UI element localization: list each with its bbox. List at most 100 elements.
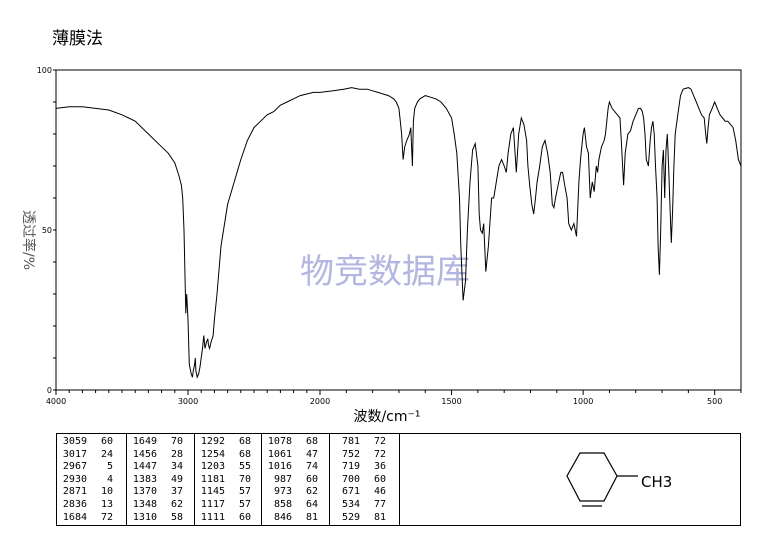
peak-row: 534 77 (330, 499, 399, 512)
tick-group: 4000 3000 2000 1500 1000 500 0 50 100 (37, 66, 742, 406)
peak-row: 973 62 (262, 486, 329, 499)
peak-row: 1254 68 (195, 449, 261, 462)
ir-spectrum-chart: 4000 3000 2000 1500 1000 500 0 50 100 物竞数据库 波数/c… (20, 66, 742, 425)
ring-bonds (566, 452, 618, 502)
peak-transmittance: 81 (373, 511, 386, 523)
peak-row: 1447 34 (127, 461, 194, 474)
peak-wavenumber: 1456 (132, 448, 157, 460)
x-tick-label: 3000 (178, 397, 198, 406)
peak-row: 1383 49 (127, 474, 194, 487)
peak-row: 987 60 (262, 474, 329, 487)
peak-transmittance: 77 (373, 498, 386, 510)
peak-row: 1370 37 (127, 486, 194, 499)
methylcyclohexene-structure: CH3 (566, 452, 672, 507)
peak-transmittance: 60 (238, 511, 251, 523)
peak-transmittance: 24 (100, 448, 113, 460)
peak-row: 1016 74 (262, 461, 329, 474)
peak-row: 1456 28 (127, 449, 194, 462)
peak-transmittance: 60 (373, 473, 386, 485)
peak-row: 1111 60 (195, 512, 261, 525)
peak-column: 3059 60 3017 24 2967 5 2930 4 2871 10 2836 13 1684 72 (57, 434, 127, 525)
peak-row: 1684 72 (57, 512, 126, 525)
peak-row: 2871 10 (57, 486, 126, 499)
peak-wavenumber: 3059 (62, 436, 87, 447)
peak-wavenumber: 2836 (62, 498, 87, 510)
peak-row: 671 46 (330, 486, 399, 499)
peak-row: 858 64 (262, 499, 329, 512)
peak-transmittance: 13 (100, 498, 113, 510)
peak-transmittance: 46 (373, 486, 386, 498)
peak-row: 3017 24 (57, 449, 126, 462)
peak-transmittance: 62 (170, 498, 183, 510)
peak-wavenumber: 529 (341, 511, 360, 523)
peak-transmittance: 36 (373, 461, 386, 473)
peak-column: 1292 68 1254 68 1203 55 1181 70 1145 57 1117 57 1111… (195, 434, 262, 525)
peak-wavenumber: 858 (273, 498, 292, 510)
y-axis-title: 透过率/% (20, 210, 37, 270)
peak-wavenumber: 2871 (62, 486, 87, 498)
peak-row: 752 72 (330, 449, 399, 462)
y-tick-label: 0 (47, 386, 52, 395)
peak-wavenumber: 534 (341, 498, 360, 510)
peak-row: 2967 5 (57, 461, 126, 474)
methyl-label: CH3 (641, 473, 672, 491)
measurement-method-label: 薄膜法 (52, 29, 103, 49)
peak-transmittance: 57 (238, 486, 251, 498)
peak-row: 1117 57 (195, 499, 261, 512)
peak-column: 781 72 752 72 719 36 700 60 671 46 534 77 529 81 (330, 434, 400, 525)
peak-transmittance: 68 (305, 436, 318, 447)
peak-wavenumber: 1684 (62, 511, 87, 523)
peak-row: 1292 68 (195, 436, 261, 449)
peak-wavenumber: 1447 (132, 461, 157, 473)
peak-wavenumber: 719 (341, 461, 360, 473)
peak-transmittance: 10 (100, 486, 113, 498)
peak-row: 3059 60 (57, 436, 126, 449)
peak-transmittance: 64 (305, 498, 318, 510)
peak-transmittance: 60 (305, 473, 318, 485)
peak-transmittance: 68 (238, 436, 251, 447)
x-axis-title: 波数/cm⁻¹ (353, 409, 420, 425)
peak-transmittance: 28 (170, 448, 183, 460)
peak-wavenumber: 1117 (200, 498, 225, 510)
peak-wavenumber: 846 (273, 511, 292, 523)
peak-row: 700 60 (330, 474, 399, 487)
x-tick-label: 1500 (441, 397, 461, 406)
peak-wavenumber: 2930 (62, 473, 87, 485)
x-tick-label: 2000 (310, 397, 330, 406)
peak-transmittance: 4 (106, 473, 113, 485)
peak-row: 1649 70 (127, 436, 194, 449)
peak-row: 1145 57 (195, 486, 261, 499)
peak-row: 781 72 (330, 436, 399, 449)
peak-transmittance: 55 (238, 461, 251, 473)
peak-transmittance: 57 (238, 498, 251, 510)
peak-wavenumber: 671 (341, 486, 360, 498)
peak-wavenumber: 1383 (132, 473, 157, 485)
peak-wavenumber: 1061 (267, 448, 292, 460)
peak-transmittance: 72 (100, 511, 113, 523)
peak-wavenumber: 1649 (132, 436, 157, 447)
peak-wavenumber: 1111 (200, 511, 225, 523)
peak-wavenumber: 1181 (200, 473, 225, 485)
peak-row: 1181 70 (195, 474, 261, 487)
peak-wavenumber: 1292 (200, 436, 225, 447)
peak-column: 1078 68 1061 47 1016 74 987 60 973 62 858 64 846 81 (262, 434, 330, 525)
peak-transmittance: 68 (238, 448, 251, 460)
peak-transmittance: 58 (170, 511, 183, 523)
x-tick-label: 1000 (573, 397, 593, 406)
peak-transmittance: 74 (305, 461, 318, 473)
peak-wavenumber: 1078 (267, 436, 292, 447)
peak-row: 2836 13 (57, 499, 126, 512)
peak-row: 1203 55 (195, 461, 261, 474)
peak-row: 1310 58 (127, 512, 194, 525)
peak-transmittance: 34 (170, 461, 183, 473)
peak-row: 1078 68 (262, 436, 329, 449)
peak-wavenumber: 1145 (200, 486, 225, 498)
peak-transmittance: 72 (373, 448, 386, 460)
peak-wavenumber: 1203 (200, 461, 225, 473)
peak-row: 2930 4 (57, 474, 126, 487)
peak-transmittance: 60 (100, 436, 113, 447)
peak-row: 529 81 (330, 512, 399, 525)
peak-wavenumber: 1016 (267, 461, 292, 473)
peak-wavenumber: 1370 (132, 486, 157, 498)
peak-transmittance: 49 (170, 473, 183, 485)
